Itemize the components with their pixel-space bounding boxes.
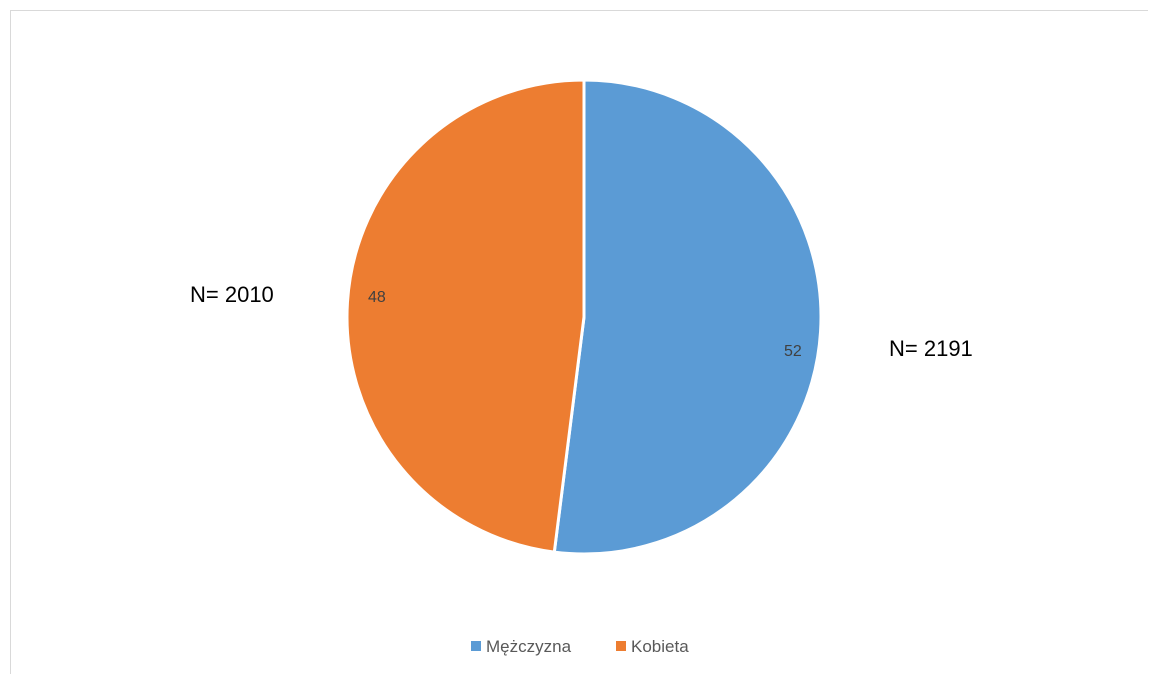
data-label-male: 52	[784, 343, 802, 360]
legend: Mężczyzna Kobieta	[471, 637, 689, 656]
pie-slice-female	[345, 78, 586, 554]
legend-swatch-female	[616, 641, 626, 651]
legend-swatch-male	[471, 641, 481, 651]
legend-label-female: Kobieta	[631, 637, 689, 656]
pie-slices	[345, 78, 823, 556]
legend-label-male: Mężczyzna	[486, 637, 572, 656]
pie-slice-male	[552, 78, 823, 556]
annotation-male-count: N= 2191	[889, 336, 973, 361]
annotation-female-count: N= 2010	[190, 282, 274, 307]
data-label-female: 48	[368, 289, 386, 306]
data-labels: 52 48	[368, 289, 802, 360]
